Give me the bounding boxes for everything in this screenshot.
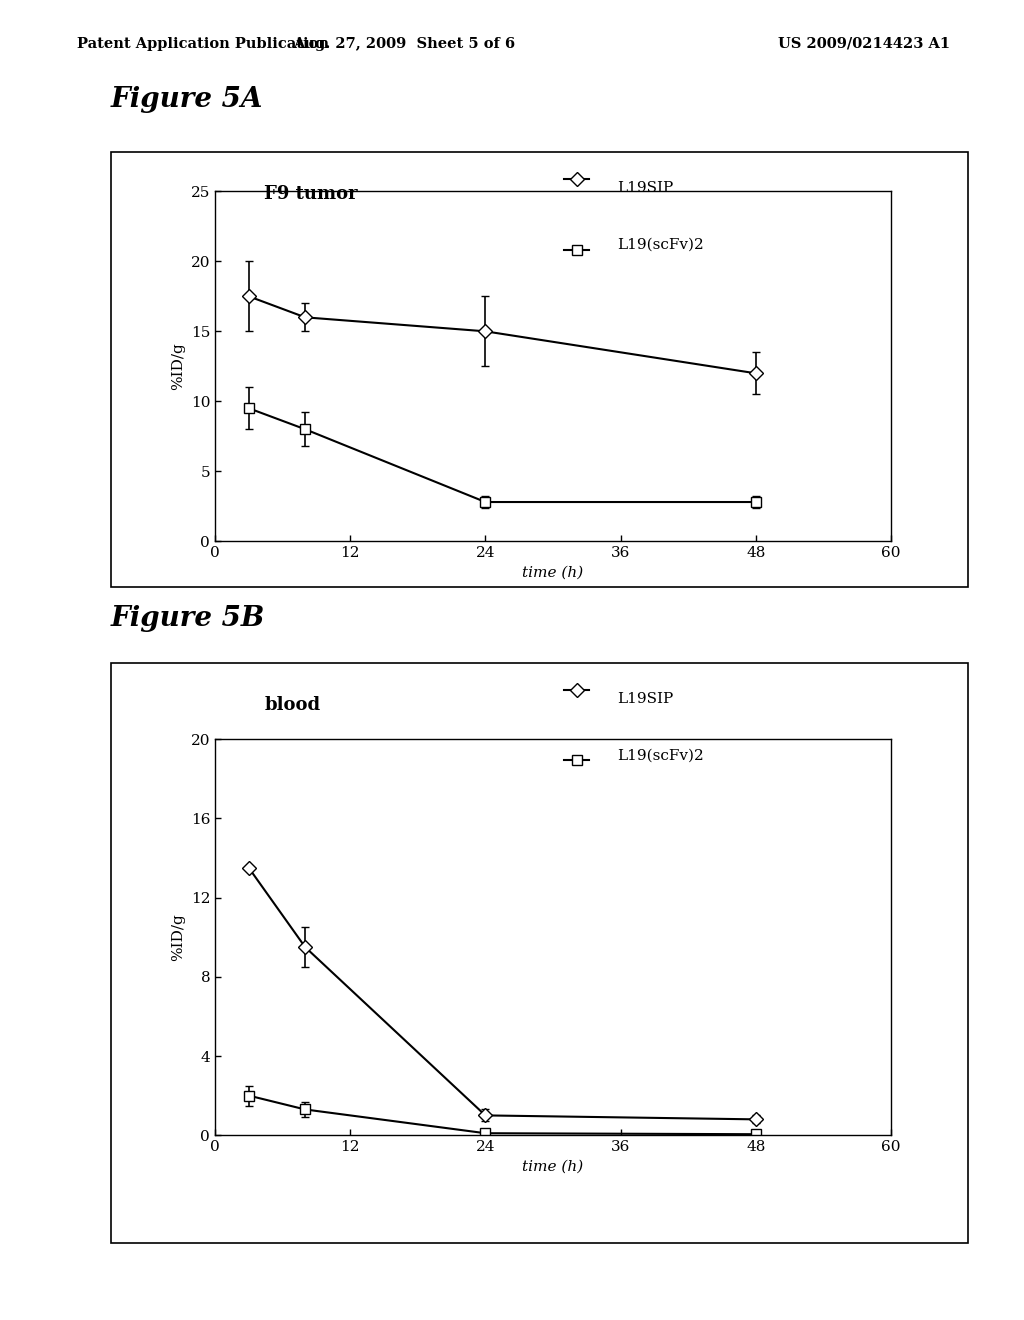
X-axis label: time (h): time (h) xyxy=(522,1159,584,1173)
Y-axis label: %ID/g: %ID/g xyxy=(171,913,185,961)
Text: blood: blood xyxy=(264,696,321,714)
Text: F9 tumor: F9 tumor xyxy=(264,185,357,203)
Text: Patent Application Publication: Patent Application Publication xyxy=(77,37,329,51)
Text: L19(scFv)2: L19(scFv)2 xyxy=(617,748,705,763)
Y-axis label: %ID/g: %ID/g xyxy=(171,342,185,391)
Text: L19SIP: L19SIP xyxy=(617,692,674,706)
Text: Figure 5A: Figure 5A xyxy=(111,86,263,112)
X-axis label: time (h): time (h) xyxy=(522,565,584,579)
Text: L19(scFv)2: L19(scFv)2 xyxy=(617,238,705,252)
Text: US 2009/0214423 A1: US 2009/0214423 A1 xyxy=(778,37,950,51)
Text: L19SIP: L19SIP xyxy=(617,181,674,195)
Text: Figure 5B: Figure 5B xyxy=(111,605,265,631)
Text: Aug. 27, 2009  Sheet 5 of 6: Aug. 27, 2009 Sheet 5 of 6 xyxy=(294,37,515,51)
